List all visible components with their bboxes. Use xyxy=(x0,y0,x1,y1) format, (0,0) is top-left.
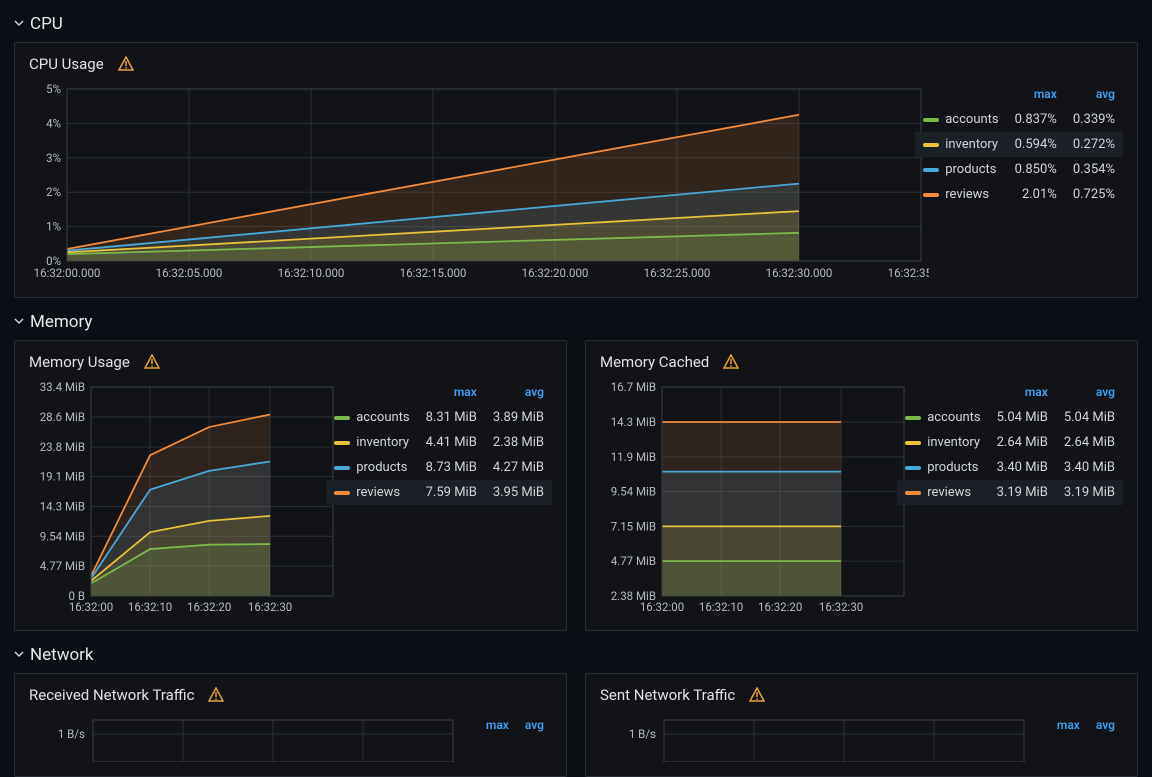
svg-text:11.9 MiB: 11.9 MiB xyxy=(611,450,656,464)
legend-row-products[interactable]: products0.850%0.354% xyxy=(915,157,1123,182)
legend-row-inventory[interactable]: inventory4.41 MiB2.38 MiB xyxy=(326,430,552,455)
svg-text:4%: 4% xyxy=(46,116,61,130)
memory-usage-chart[interactable]: 16:32:0016:32:1016:32:2016:32:300 B4.77 … xyxy=(29,381,306,616)
panel-title-text: Memory Usage xyxy=(29,353,130,371)
legend-col-max[interactable]: max xyxy=(418,381,485,405)
svg-text:0 B: 0 B xyxy=(69,589,85,603)
net-recv-legend: maxavg xyxy=(462,714,552,762)
svg-text:5%: 5% xyxy=(46,83,61,96)
svg-text:16:32:15.000: 16:32:15.000 xyxy=(400,266,467,280)
legend-row-products[interactable]: products8.73 MiB4.27 MiB xyxy=(326,455,552,480)
legend-col-avg[interactable]: avg xyxy=(1056,381,1123,405)
legend-row-inventory[interactable]: inventory0.594%0.272% xyxy=(915,132,1123,157)
legend-row-inventory[interactable]: inventory2.64 MiB2.64 MiB xyxy=(897,430,1123,455)
legend-col-max[interactable]: max xyxy=(989,381,1056,405)
legend-row-products[interactable]: products3.40 MiB3.40 MiB xyxy=(897,455,1123,480)
panel-memory-cached: Memory Cached 16:32:0016:32:1016:32:2016… xyxy=(585,340,1138,631)
svg-text:23.8 MiB: 23.8 MiB xyxy=(40,440,85,454)
panel-cpu-usage: CPU Usage 16:32:00.00016:32:05.00016:32:… xyxy=(14,42,1138,298)
svg-text:0%: 0% xyxy=(46,254,61,268)
panel-net-recv: Received Network Traffic 1 B/s maxavg xyxy=(14,673,567,777)
svg-text:16:32:20.000: 16:32:20.000 xyxy=(522,266,589,280)
svg-text:16.7 MiB: 16.7 MiB xyxy=(611,381,656,394)
legend-row-accounts[interactable]: accounts0.837%0.339% xyxy=(915,107,1123,132)
panel-title-text: Received Network Traffic xyxy=(29,686,194,704)
net-recv-chart[interactable]: 1 B/s xyxy=(29,714,442,762)
legend-row-reviews[interactable]: reviews3.19 MiB3.19 MiB xyxy=(897,480,1123,505)
svg-text:16:32:30: 16:32:30 xyxy=(248,600,292,614)
cpu-usage-chart[interactable]: 16:32:00.000 16:32:05.000 16:32:10.000 16:3… xyxy=(29,83,895,283)
svg-text:33.4 MiB: 33.4 MiB xyxy=(40,381,85,394)
legend-row-reviews[interactable]: reviews7.59 MiB3.95 MiB xyxy=(326,480,552,505)
svg-text:14.3 MiB: 14.3 MiB xyxy=(611,415,656,429)
legend-col-avg[interactable]: avg xyxy=(485,381,552,405)
memory-cached-chart[interactable]: 16:32:0016:32:1016:32:2016:32:302.38 MiB… xyxy=(600,381,877,616)
warning-icon xyxy=(749,687,765,703)
svg-text:16:32:20: 16:32:20 xyxy=(758,600,802,614)
svg-text:16:32:30: 16:32:30 xyxy=(819,600,863,614)
chevron-down-icon xyxy=(14,18,24,28)
svg-text:7.15 MiB: 7.15 MiB xyxy=(611,519,656,533)
warning-icon xyxy=(118,56,134,72)
panel-title-text: CPU Usage xyxy=(29,55,104,73)
svg-text:16:32:05.000: 16:32:05.000 xyxy=(156,266,223,280)
warning-icon xyxy=(208,687,224,703)
warning-icon xyxy=(723,354,739,370)
section-header-cpu[interactable]: CPU xyxy=(14,14,1138,34)
svg-text:3%: 3% xyxy=(46,151,61,165)
svg-text:19.1 MiB: 19.1 MiB xyxy=(40,469,85,483)
svg-text:16:32:10: 16:32:10 xyxy=(128,600,172,614)
section-title: CPU xyxy=(30,14,63,34)
legend-row-accounts[interactable]: accounts8.31 MiB3.89 MiB xyxy=(326,405,552,430)
chevron-down-icon xyxy=(14,649,24,659)
svg-text:1 B/s: 1 B/s xyxy=(58,727,85,741)
net-sent-chart[interactable]: 1 B/s xyxy=(600,714,1013,762)
svg-text:9.54 MiB: 9.54 MiB xyxy=(40,529,85,543)
section-title: Memory xyxy=(30,312,92,332)
warning-icon xyxy=(144,354,160,370)
svg-text:2.38 MiB: 2.38 MiB xyxy=(611,589,656,603)
svg-text:4.77 MiB: 4.77 MiB xyxy=(40,559,85,573)
svg-text:16:32:10.000: 16:32:10.000 xyxy=(278,266,345,280)
legend-col-max[interactable]: max xyxy=(1049,714,1088,738)
legend-col-avg[interactable]: avg xyxy=(1065,83,1123,107)
svg-text:9.54 MiB: 9.54 MiB xyxy=(611,485,656,499)
legend-col-avg[interactable]: avg xyxy=(1088,714,1123,738)
legend-row-accounts[interactable]: accounts5.04 MiB5.04 MiB xyxy=(897,405,1123,430)
svg-text:28.6 MiB: 28.6 MiB xyxy=(40,410,85,424)
panel-title-text: Sent Network Traffic xyxy=(600,686,735,704)
panel-memory-usage: Memory Usage 16:32:0016:32:1016:32:2016:… xyxy=(14,340,567,631)
cpu-usage-legend: maxavgaccounts0.837%0.339%inventory0.594… xyxy=(915,83,1123,283)
memory-cached-legend: maxavgaccounts5.04 MiB5.04 MiBinventory2… xyxy=(897,381,1123,616)
panel-net-sent: Sent Network Traffic 1 B/s maxavg xyxy=(585,673,1138,777)
svg-text:1%: 1% xyxy=(46,220,61,234)
legend-col-max[interactable]: max xyxy=(1007,83,1065,107)
svg-text:14.3 MiB: 14.3 MiB xyxy=(40,500,85,514)
section-title: Network xyxy=(30,645,94,665)
svg-text:16:32:10: 16:32:10 xyxy=(699,600,743,614)
panel-title-text: Memory Cached xyxy=(600,353,709,371)
legend-col-avg[interactable]: avg xyxy=(517,714,552,738)
svg-text:2%: 2% xyxy=(46,185,61,199)
net-sent-legend: maxavg xyxy=(1033,714,1123,762)
svg-text:16:32:30.000: 16:32:30.000 xyxy=(766,266,833,280)
section-header-network[interactable]: Network xyxy=(14,645,1138,665)
svg-text:16:32:20: 16:32:20 xyxy=(187,600,231,614)
chevron-down-icon xyxy=(14,316,24,326)
legend-row-reviews[interactable]: reviews2.01%0.725% xyxy=(915,182,1123,207)
svg-text:16:32:25.000: 16:32:25.000 xyxy=(644,266,711,280)
svg-text:4.77 MiB: 4.77 MiB xyxy=(611,554,656,568)
svg-text:1 B/s: 1 B/s xyxy=(629,727,656,741)
section-header-memory[interactable]: Memory xyxy=(14,312,1138,332)
legend-col-max[interactable]: max xyxy=(478,714,517,738)
memory-usage-legend: maxavgaccounts8.31 MiB3.89 MiBinventory4… xyxy=(326,381,552,616)
svg-text:16:32:00.000: 16:32:00.000 xyxy=(34,266,101,280)
